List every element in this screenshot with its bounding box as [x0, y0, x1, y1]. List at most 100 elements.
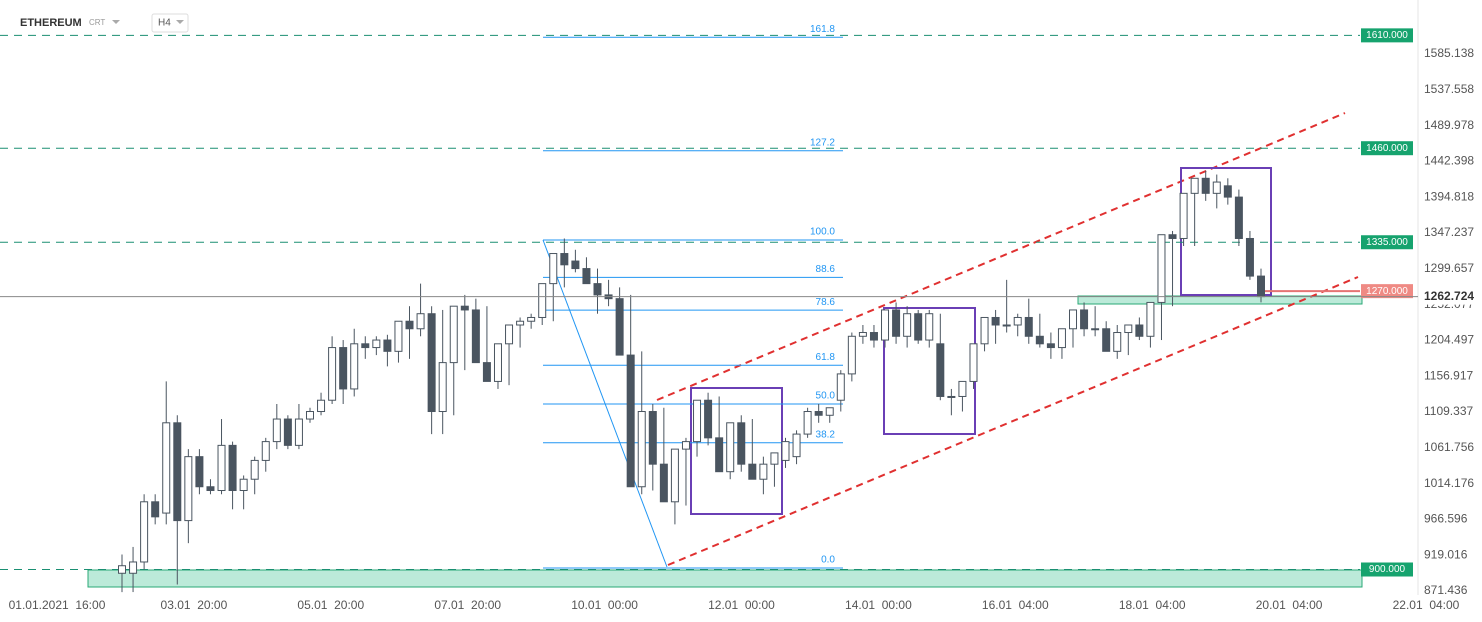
candle-body [239, 478, 248, 492]
candle-body [118, 565, 126, 574]
candle-body [1080, 309, 1089, 330]
candle-body [560, 253, 569, 266]
fib-label: 38.2 [816, 429, 836, 440]
x-tick-label: 18.01 04:00 [1119, 598, 1186, 612]
y-tick-label: 871.436 [1424, 583, 1468, 597]
level-badge [1361, 28, 1413, 43]
candle-body [759, 463, 768, 480]
fib-label: 61.8 [816, 352, 836, 363]
candle-body [947, 395, 956, 398]
y-tick-label: 1585.138 [1424, 46, 1474, 60]
candle-body [748, 463, 757, 480]
candle-body [693, 399, 702, 443]
candle-body [715, 437, 724, 473]
support-zone [87, 569, 1363, 588]
y-tick-label: 1489.978 [1424, 118, 1474, 132]
candle-body [460, 305, 469, 311]
candle-body [836, 373, 845, 401]
candle-body [294, 418, 303, 446]
x-tick-label: 12.01 00:00 [708, 598, 775, 612]
level-label: 1460.000 [1366, 143, 1408, 154]
candle-body [681, 441, 690, 450]
candle-body [704, 399, 713, 439]
fib-label: 50.0 [816, 391, 836, 402]
candle-body [925, 313, 934, 341]
interval-box[interactable] [151, 13, 189, 33]
fib-label: 0.0 [821, 555, 835, 566]
y-tick-label: 1109.337 [1424, 404, 1473, 418]
candle-body [881, 309, 890, 341]
candle-body [1223, 185, 1232, 198]
candle-body [593, 283, 602, 296]
y-tick-label: 1014.176 [1424, 476, 1474, 490]
candle-body [1201, 177, 1210, 194]
x-tick-label: 20.01 04:00 [1256, 598, 1323, 612]
interval: H4 [158, 18, 171, 29]
candle-body [869, 332, 878, 341]
candle-body [659, 463, 668, 503]
symbol: ETHEREUM [20, 17, 82, 29]
candle-body [648, 411, 657, 465]
candle-body [803, 411, 812, 435]
candle-body [261, 441, 270, 461]
candle-body [383, 339, 392, 352]
candle-body [405, 320, 414, 330]
candle-body [936, 343, 945, 397]
candle-body [416, 313, 425, 330]
candle-body [991, 316, 1000, 326]
x-tick-label: 14.01 00:00 [845, 598, 912, 612]
x-tick-label: 10.01 00:00 [571, 598, 638, 612]
candle-body [626, 354, 635, 488]
candle-body [217, 444, 226, 492]
candle-body [361, 343, 370, 349]
candle-body [1157, 234, 1166, 303]
candle-body [670, 448, 679, 503]
fib-label: 127.2 [810, 137, 835, 148]
candle-body [1057, 328, 1066, 349]
candle-body [228, 444, 237, 492]
candle-body [969, 343, 978, 382]
y-tick-label: 919.016 [1424, 547, 1468, 561]
candle-body [1069, 309, 1078, 330]
fib-label: 78.6 [816, 297, 836, 308]
level-label: 1335.000 [1366, 237, 1408, 248]
candle-body [527, 316, 536, 322]
candle-body [1168, 234, 1177, 239]
candle-body [1212, 181, 1221, 194]
candle-body [250, 459, 259, 480]
candle-body [1135, 324, 1144, 337]
candle-body [1046, 343, 1055, 349]
candle-body [637, 411, 646, 488]
level-label: 900.000 [1369, 564, 1406, 575]
candle-body [1002, 324, 1011, 327]
candle-body [914, 313, 923, 341]
candle-body [206, 486, 215, 492]
fib-label: 88.6 [816, 264, 836, 275]
candle-body [1234, 196, 1243, 239]
level-badge [1361, 562, 1413, 577]
y-tick-label: 1347.237 [1424, 225, 1474, 239]
symbol-box[interactable] [12, 13, 108, 33]
candle-body [173, 422, 182, 522]
candle-body [980, 316, 989, 345]
level-badge [1361, 141, 1413, 156]
candle-body [1179, 192, 1188, 239]
y-tick-label: 1442.398 [1424, 154, 1474, 168]
candle-body [792, 433, 801, 458]
fib-label: 100.0 [810, 227, 835, 238]
candle-body [825, 407, 834, 416]
x-tick-label: 03.01 20:00 [161, 598, 228, 612]
candle-body [847, 335, 856, 375]
alert-badge [1361, 284, 1413, 299]
last-price-badge [1419, 288, 1476, 305]
candle-body [903, 313, 912, 337]
candle-body [582, 268, 591, 285]
candle-body [162, 422, 171, 514]
candle-body [770, 452, 779, 465]
candle-body [814, 411, 823, 416]
candle-body [1146, 301, 1155, 337]
candle-body [1113, 332, 1122, 352]
candle-body [394, 320, 403, 352]
candle-body [1091, 328, 1100, 331]
